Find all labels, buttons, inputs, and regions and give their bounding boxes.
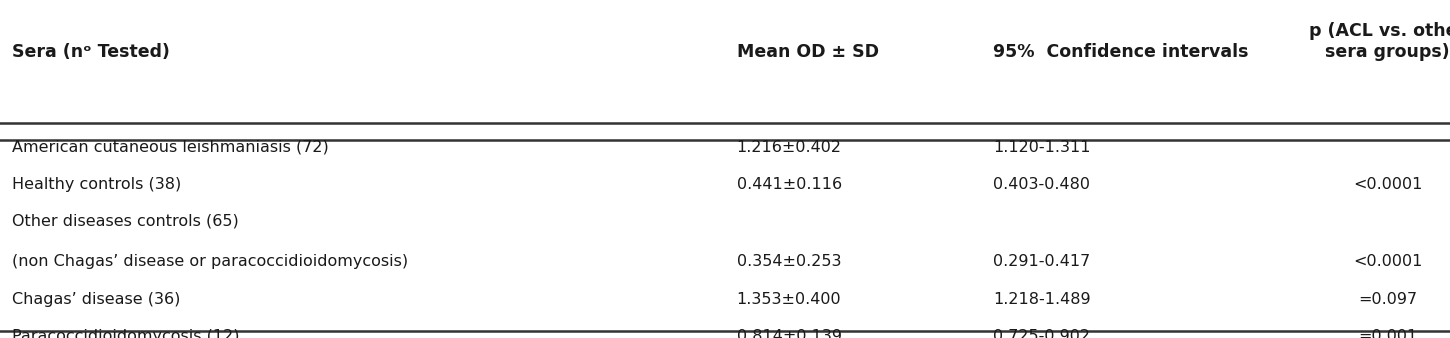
Text: (non Chagas’ disease or paracoccidioidomycosis): (non Chagas’ disease or paracoccidioidom… [12,255,407,269]
Text: Paracoccidioidomycosis (12): Paracoccidioidomycosis (12) [12,329,239,338]
Text: American cutaneous leishmaniasis (72): American cutaneous leishmaniasis (72) [12,140,328,154]
Text: Mean OD ± SD: Mean OD ± SD [737,43,879,61]
Text: p (ACL vs. other
sera groups): p (ACL vs. other sera groups) [1309,22,1450,61]
Text: =0.001: =0.001 [1359,329,1417,338]
Text: 0.814±0.139: 0.814±0.139 [737,329,841,338]
Text: 1.120-1.311: 1.120-1.311 [993,140,1090,154]
Text: 0.354±0.253: 0.354±0.253 [737,255,841,269]
Text: <0.0001: <0.0001 [1353,177,1422,192]
Text: 1.353±0.400: 1.353±0.400 [737,292,841,307]
Text: 0.403-0.480: 0.403-0.480 [993,177,1090,192]
Text: Sera (nᵒ Tested): Sera (nᵒ Tested) [12,43,170,61]
Text: Healthy controls (38): Healthy controls (38) [12,177,181,192]
Text: Chagas’ disease (36): Chagas’ disease (36) [12,292,180,307]
Text: 0.291-0.417: 0.291-0.417 [993,255,1090,269]
Text: Other diseases controls (65): Other diseases controls (65) [12,214,238,229]
Text: 0.725-0.902: 0.725-0.902 [993,329,1090,338]
Text: <0.0001: <0.0001 [1353,255,1422,269]
Text: 1.216±0.402: 1.216±0.402 [737,140,841,154]
Text: 0.441±0.116: 0.441±0.116 [737,177,841,192]
Text: 1.218-1.489: 1.218-1.489 [993,292,1090,307]
Text: =0.097: =0.097 [1359,292,1417,307]
Text: 95%  Confidence intervals: 95% Confidence intervals [993,43,1248,61]
